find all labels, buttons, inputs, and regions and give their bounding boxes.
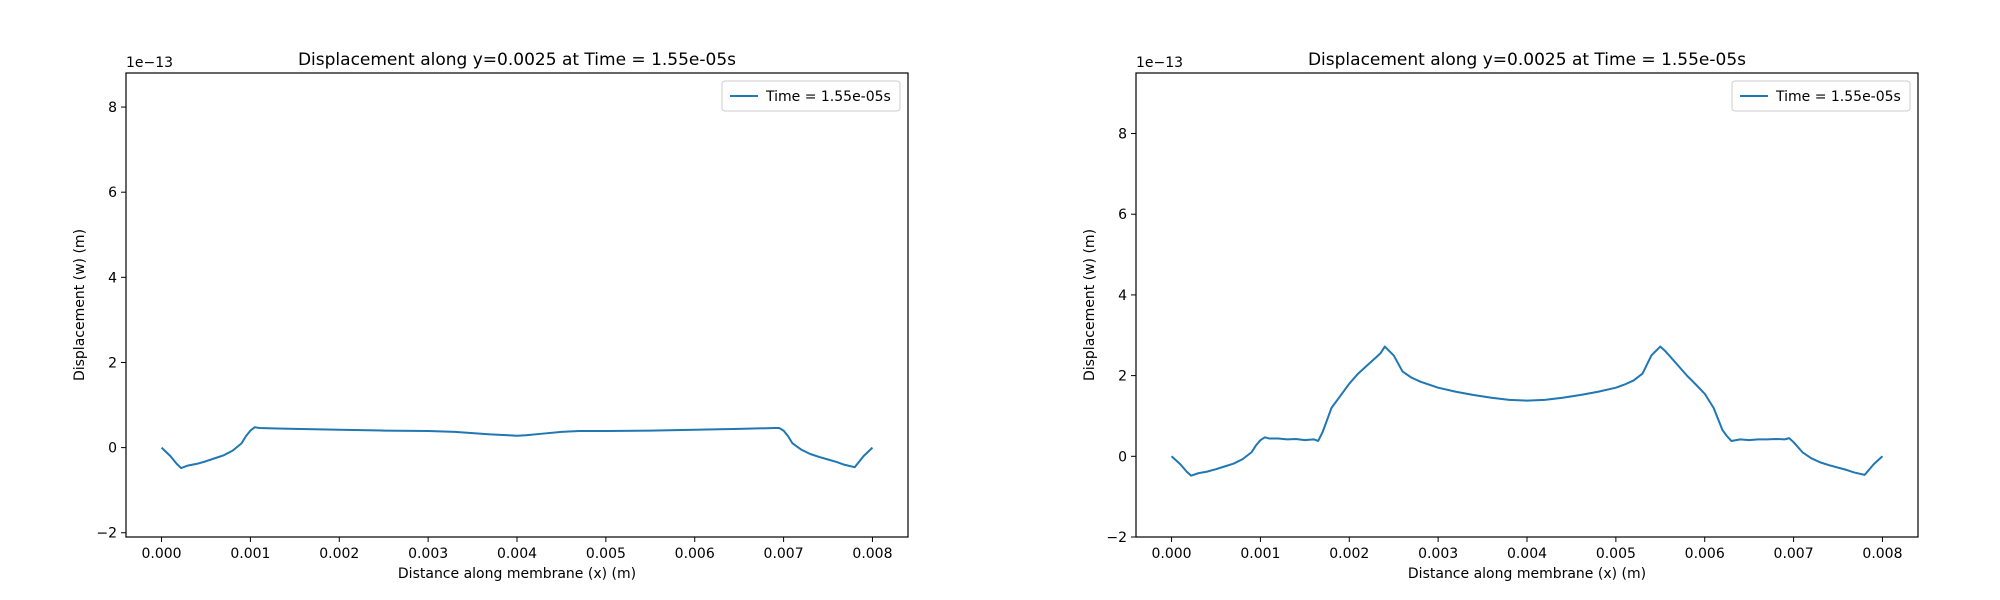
x-tick-label: 0.003 <box>1418 546 1458 562</box>
x-tick-label: 0.007 <box>764 546 804 562</box>
y-offset-label: 1e−13 <box>1136 55 1183 71</box>
x-tick-label: 0.002 <box>319 546 359 562</box>
chart-title: Displacement along y=0.0025 at Time = 1.… <box>298 50 736 70</box>
chart-panel-right: Displacement along y=0.0025 at Time = 1.… <box>1082 50 1919 582</box>
y-axis-label: Displacement (w) (m) <box>72 229 88 381</box>
x-tick-label: 0.003 <box>408 546 448 562</box>
x-tick-label: 0.005 <box>586 546 626 562</box>
y-tick-label: −2 <box>96 526 117 542</box>
x-tick-label: 0.005 <box>1596 546 1636 562</box>
x-tick-label: 0.004 <box>1507 546 1547 562</box>
y-tick-label: 6 <box>108 185 117 201</box>
chart-panel-left: Displacement along y=0.0025 at Time = 1.… <box>72 50 909 582</box>
x-tick-label: 0.007 <box>1774 546 1814 562</box>
legend-entry: Time = 1.55e-05s <box>1775 89 1901 105</box>
series-line-0 <box>1170 345 1884 477</box>
x-tick-label: 0.000 <box>141 546 181 562</box>
y-tick-label: 4 <box>108 270 117 286</box>
y-axis-label: Displacement (w) (m) <box>1082 229 1098 381</box>
legend-box <box>1731 80 1911 112</box>
x-tick-label: 0.001 <box>230 546 270 562</box>
y-offset-label: 1e−13 <box>126 55 173 71</box>
x-axis-label: Distance along membrane (x) (m) <box>398 566 636 582</box>
legend-box <box>721 80 901 112</box>
x-tick-label: 0.002 <box>1329 546 1369 562</box>
x-tick-label: 0.008 <box>1862 546 1902 562</box>
x-tick-label: 0.004 <box>497 546 537 562</box>
y-tick-label: 2 <box>1118 369 1127 385</box>
chart-title: Displacement along y=0.0025 at Time = 1.… <box>1308 50 1746 70</box>
legend: Time = 1.55e-05s <box>1731 80 1911 112</box>
legend-entry: Time = 1.55e-05s <box>765 89 891 105</box>
x-tick-label: 0.006 <box>675 546 715 562</box>
y-tick-label: 6 <box>1118 207 1127 223</box>
y-tick-label: 0 <box>1118 449 1127 465</box>
x-tick-label: 0.006 <box>1685 546 1725 562</box>
x-tick-label: 0.000 <box>1151 546 1191 562</box>
x-tick-label: 0.001 <box>1240 546 1280 562</box>
y-tick-label: −2 <box>1106 530 1127 546</box>
x-axis-label: Distance along membrane (x) (m) <box>1408 566 1646 582</box>
x-tick-label: 0.008 <box>852 546 892 562</box>
y-tick-label: 0 <box>108 441 117 457</box>
y-tick-label: 8 <box>1118 127 1127 143</box>
legend: Time = 1.55e-05s <box>721 80 901 112</box>
y-tick-label: 4 <box>1118 288 1127 304</box>
series-line-0 <box>160 426 874 470</box>
y-tick-label: 2 <box>108 355 117 371</box>
y-tick-label: 8 <box>108 100 117 116</box>
